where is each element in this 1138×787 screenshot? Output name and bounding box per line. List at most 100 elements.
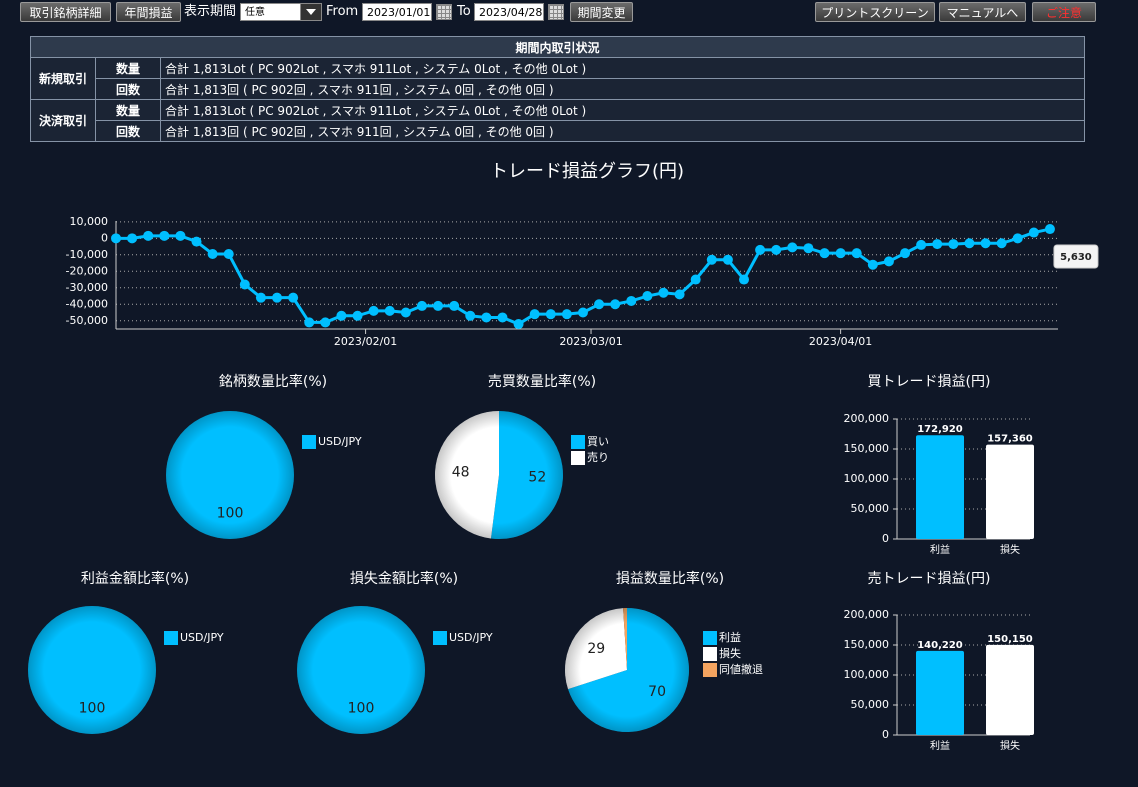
point: [803, 243, 814, 254]
row-key: 回数: [95, 120, 161, 142]
point: [207, 248, 218, 259]
y-tick-label: 0: [882, 728, 889, 741]
point: [111, 233, 121, 244]
point: [449, 300, 460, 311]
detail-button[interactable]: 取引銘柄詳細: [20, 2, 111, 22]
to-date[interactable]: 2023/04/28: [474, 3, 544, 21]
to-label: To: [457, 4, 471, 19]
y-tick-label: 0: [101, 231, 108, 244]
apply-button[interactable]: 期間変更: [570, 2, 633, 22]
legend-label: 利益: [719, 630, 741, 644]
line: [116, 227, 1051, 326]
tooltip-text: 5,630: [1060, 252, 1092, 263]
pie-shade: [28, 606, 156, 734]
point: [932, 239, 943, 250]
point: [771, 244, 782, 255]
y-tick-label: 10,000: [70, 215, 109, 228]
calendar-icon[interactable]: [548, 4, 564, 20]
pie-slice: [434, 411, 499, 539]
select-arrow: [300, 4, 321, 20]
point: [610, 299, 621, 310]
row-value: 合計 1,813Lot ( PC 902Lot , スマホ 911Lot , シ…: [160, 99, 1085, 121]
data-label: 140,220: [917, 640, 963, 651]
caution-button[interactable]: ご注意: [1032, 2, 1096, 22]
point: [1044, 224, 1055, 235]
point: [964, 238, 975, 249]
y-tick-label: -10,000: [66, 248, 108, 261]
from-date[interactable]: 2023/01/01: [362, 3, 432, 21]
point: [416, 300, 427, 311]
data-label: 100: [217, 505, 244, 521]
y-tick-label: 50,000: [851, 502, 890, 515]
legend-swatch: [571, 435, 585, 449]
data-label: 52: [528, 469, 546, 485]
from-label: From: [326, 4, 359, 19]
pie-slice: [28, 606, 156, 734]
annual-button[interactable]: 年間損益: [116, 2, 181, 22]
point: [626, 295, 637, 306]
row-key: 回数: [95, 78, 161, 100]
point: [191, 236, 202, 247]
point: [1028, 227, 1039, 238]
point: [642, 291, 653, 302]
chart-title: 損失金額比率(%): [350, 570, 458, 587]
point: [255, 292, 266, 303]
x-tick-label: 利益: [930, 543, 950, 556]
y-tick-label: 150,000: [844, 442, 890, 455]
x-tick-label: 利益: [930, 739, 950, 752]
point: [867, 259, 878, 270]
manual-button[interactable]: マニュアルへ: [939, 2, 1026, 22]
data-label: 172,920: [917, 424, 963, 435]
legend-label: 買い: [587, 435, 609, 448]
legend-label: USD/JPY: [449, 631, 493, 644]
point: [577, 307, 588, 318]
period-select[interactable]: 任意: [240, 3, 322, 21]
point: [368, 305, 379, 316]
chart-title: トレード損益グラフ(円): [490, 161, 684, 182]
point: [545, 309, 556, 320]
point: [288, 292, 299, 303]
bar: [986, 644, 1034, 735]
x-tick-label: 2023/04/01: [809, 335, 872, 348]
point: [594, 299, 605, 310]
point: [722, 254, 733, 265]
x-tick-label: 2023/02/01: [334, 335, 397, 348]
data-label: 70: [648, 684, 666, 700]
point: [320, 317, 331, 328]
legend-label: 損失: [719, 646, 741, 660]
legend-swatch: [433, 631, 447, 645]
data-label: 157,360: [987, 434, 1033, 445]
bar: [916, 435, 964, 539]
group-label: 新規取引: [30, 57, 96, 100]
legend-swatch: [571, 451, 585, 465]
y-tick-label: 100,000: [844, 668, 890, 681]
point: [529, 309, 540, 320]
point: [400, 307, 411, 318]
legend-swatch: [302, 435, 316, 449]
point: [481, 312, 492, 323]
point: [433, 300, 444, 311]
period-label: 表示期間: [184, 4, 237, 19]
point: [127, 233, 138, 244]
y-tick-label: 200,000: [844, 608, 890, 621]
point: [739, 274, 749, 285]
point: [272, 292, 283, 303]
chart-title: 買トレード損益(円): [868, 374, 991, 390]
y-tick-label: 0: [882, 532, 889, 545]
point: [384, 305, 395, 316]
point: [658, 287, 669, 298]
point: [497, 312, 508, 323]
row-value: 合計 1,813回 ( PC 902回 , スマホ 911回 , システム 0回…: [160, 78, 1085, 100]
row-key: 数量: [95, 99, 161, 121]
point: [336, 310, 347, 321]
pie-shade: [565, 608, 689, 732]
calendar-icon[interactable]: [436, 4, 452, 20]
point: [996, 238, 1007, 249]
chart-title: 損益数量比率(%): [616, 570, 724, 587]
legend-swatch: [703, 647, 717, 661]
point: [513, 319, 524, 330]
legend-label: USD/JPY: [180, 631, 224, 644]
chart-title: 利益金額比率(%): [81, 570, 189, 587]
print-button[interactable]: プリントスクリーン: [815, 2, 935, 22]
y-tick-label: -50,000: [66, 314, 108, 327]
